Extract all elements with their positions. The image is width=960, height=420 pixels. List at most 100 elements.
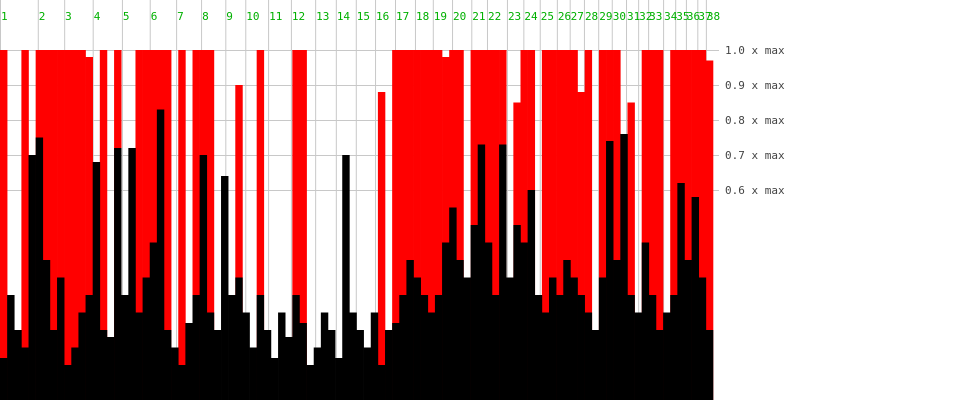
bar [655,330,664,400]
bar [527,190,536,400]
bar [541,312,550,400]
bar [563,260,571,400]
bar [256,295,265,400]
x-tick-label: 23 [508,10,521,23]
bar [627,295,635,400]
x-tick-label: 4 [94,10,101,23]
bar [406,260,414,400]
bar [427,312,436,400]
bar [627,102,635,400]
bar [556,50,564,400]
x-tick-label: 21 [472,10,485,23]
x-tick-label: 27 [571,10,584,23]
x-tick-label: 33 [649,10,662,23]
bar [584,312,593,400]
bar [484,50,493,400]
x-tick-label: 30 [613,10,626,23]
bar [235,85,243,400]
y-tick-label: 0.8 x max [725,114,785,127]
bar [442,242,450,400]
bar [613,50,621,400]
bar [342,155,350,400]
bar [691,197,700,400]
bar [506,277,514,400]
bar [299,323,307,400]
bar [78,50,86,400]
bar [228,295,236,400]
x-tick-label: 7 [177,10,184,23]
bar [406,50,414,400]
bar [278,312,286,400]
bar [449,207,457,400]
bar [7,295,15,400]
bar [78,312,86,400]
bar [327,330,336,400]
x-tick-label: 6 [151,10,158,23]
bar [42,50,51,400]
bar [470,225,479,400]
bar [442,57,450,400]
bar [456,50,464,400]
bar [14,330,22,400]
bar [456,260,464,400]
bar [171,347,179,400]
bar [606,141,614,400]
x-tick-label: 20 [453,10,466,23]
bar [577,295,585,400]
x-tick-label: 5 [123,10,130,23]
bar [427,50,436,400]
bar [641,242,650,400]
bar [385,330,393,400]
x-tick-label: 9 [226,10,233,23]
bar [178,365,186,400]
bar [71,347,79,400]
bar [491,295,500,400]
bar [270,358,279,400]
x-tick-label: 25 [541,10,554,23]
bar [641,50,650,400]
bar [99,330,108,400]
bar [577,92,585,400]
bar [549,50,557,400]
bar [206,50,215,400]
bar [206,312,215,400]
bar [313,347,322,400]
bar [135,312,143,400]
x-tick-label: 36 [687,10,700,23]
bar [149,50,158,400]
x-tick-label: 8 [202,10,209,23]
bar [620,134,628,400]
bar [534,295,543,400]
bar [463,277,471,400]
bar [213,330,222,400]
x-tick-label: 15 [357,10,370,23]
bar [491,50,500,400]
y-tick-label: 0.6 x max [725,184,785,197]
bar [420,50,429,400]
bar [35,137,44,400]
bar [363,347,372,400]
bar [434,50,443,400]
bar [0,358,8,400]
bar [21,50,29,400]
bar [292,50,300,400]
bar [570,277,578,400]
bar [85,57,93,400]
bar [21,347,29,400]
x-tick-label: 18 [416,10,429,23]
bar [677,183,685,400]
bar [499,144,507,400]
bar [349,312,357,400]
bar [541,50,550,400]
bar [698,50,707,400]
bar [356,330,364,400]
bar [413,277,421,400]
x-tick-label: 26 [558,10,571,23]
bar [370,312,379,400]
bar [598,50,607,400]
bar [584,50,593,400]
bar [142,50,151,400]
x-tick-label: 22 [488,10,501,23]
bar [591,330,600,400]
